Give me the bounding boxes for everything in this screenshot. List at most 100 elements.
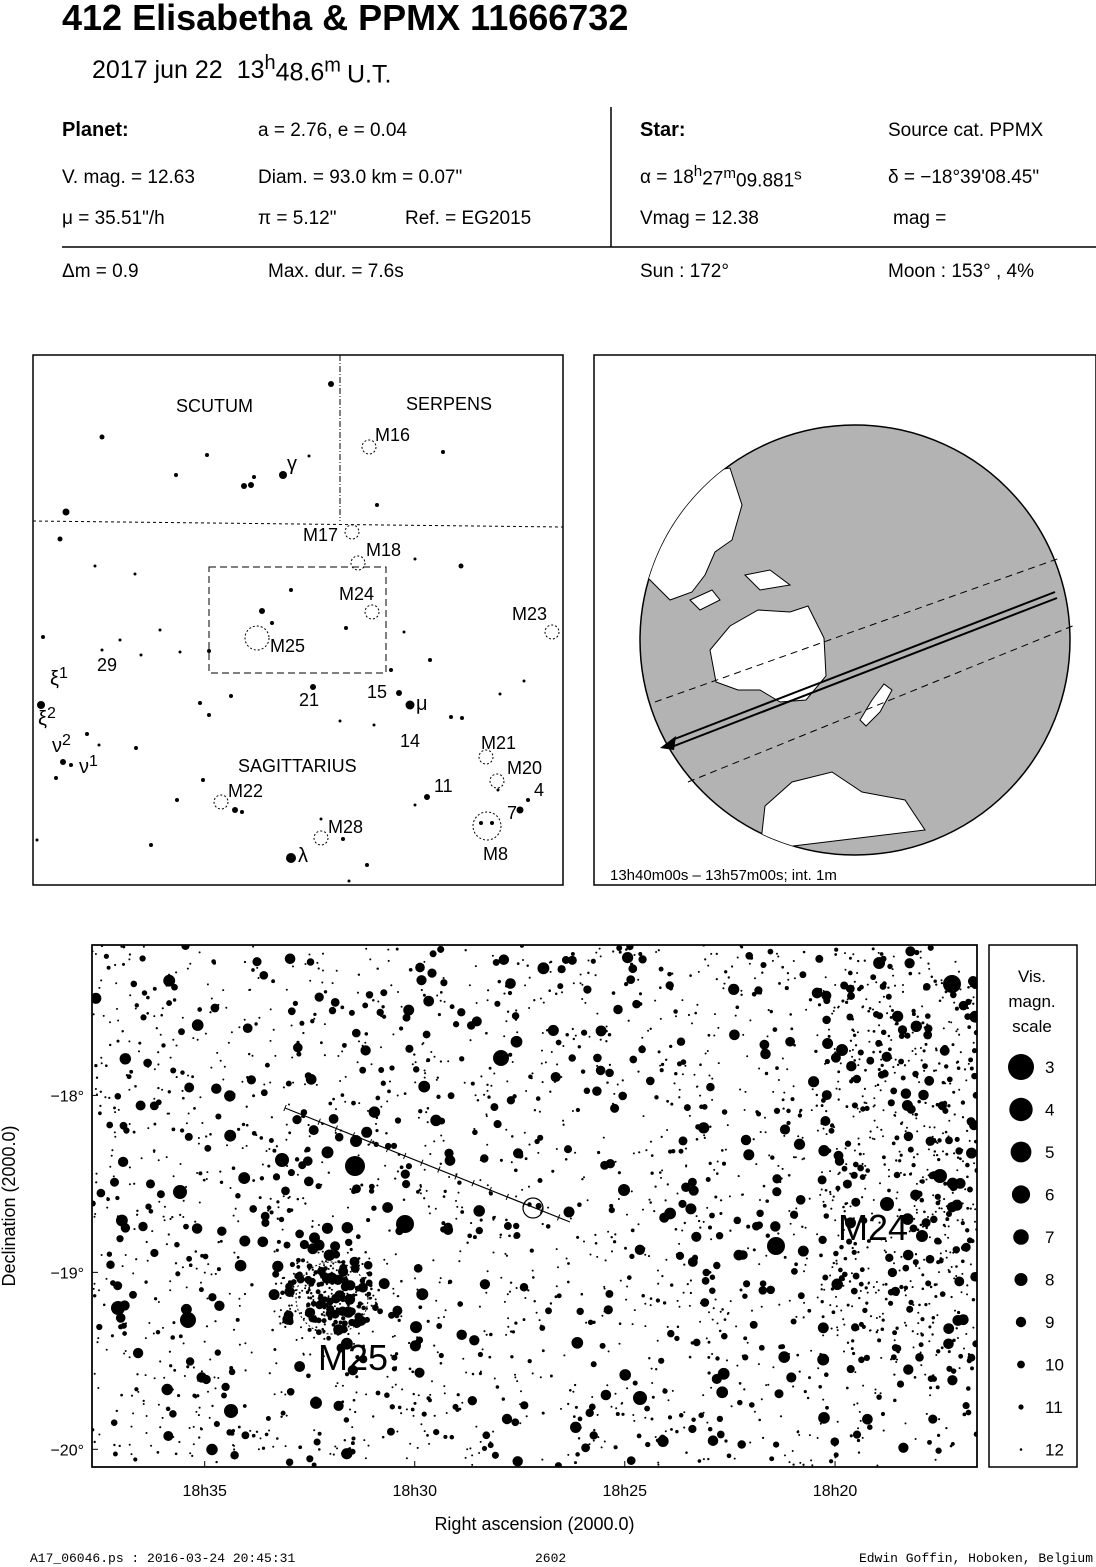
field-star — [157, 1051, 160, 1054]
star-number: 29 — [97, 655, 117, 675]
field-star — [951, 1191, 954, 1194]
field-star — [117, 1108, 120, 1111]
field-star — [526, 964, 529, 967]
field-star — [531, 1269, 534, 1272]
field-star — [881, 1413, 884, 1416]
field-star — [852, 1074, 862, 1084]
star-number: 4 — [534, 780, 544, 800]
field-star — [485, 1115, 488, 1118]
field-star — [443, 1392, 446, 1395]
field-star — [361, 1126, 373, 1138]
field-star — [723, 982, 726, 985]
field-star — [634, 1244, 646, 1255]
field-star — [941, 1080, 945, 1085]
field-star — [943, 1210, 946, 1213]
field-star — [698, 1122, 710, 1134]
field-star — [918, 1342, 924, 1348]
field-star — [876, 1083, 880, 1087]
field-star — [925, 1226, 928, 1230]
field-star — [306, 1261, 309, 1264]
field-star — [330, 1288, 333, 1291]
field-star — [163, 1219, 166, 1222]
text-part: m — [723, 165, 736, 182]
field-star — [317, 1317, 320, 1320]
field-star — [697, 1219, 701, 1223]
field-star — [257, 1448, 260, 1451]
field-star — [258, 1016, 261, 1019]
field-star — [524, 1157, 528, 1161]
field-star — [914, 1047, 917, 1050]
field-star — [673, 1082, 676, 1085]
field-star — [678, 1413, 684, 1418]
field-star — [311, 1462, 317, 1467]
field-star — [752, 1248, 756, 1252]
field-star — [875, 981, 878, 984]
field-star — [627, 1019, 630, 1022]
field-star — [583, 985, 592, 994]
field-star — [841, 1271, 848, 1278]
field-star — [749, 1441, 752, 1444]
field-star — [232, 1328, 236, 1331]
bright-star — [345, 1156, 365, 1176]
field-star — [166, 1000, 173, 1007]
field-star — [537, 1177, 543, 1184]
map-star — [402, 630, 406, 634]
field-star — [938, 1207, 941, 1210]
field-star — [313, 1429, 316, 1432]
field-star — [829, 1274, 832, 1277]
field-star — [368, 1257, 371, 1260]
field-star — [858, 1152, 862, 1156]
field-star — [782, 1107, 785, 1110]
field-star — [891, 1010, 904, 1023]
field-star — [511, 1330, 516, 1334]
field-star — [351, 1293, 356, 1298]
field-star — [629, 1253, 635, 1260]
field-star — [910, 1020, 923, 1033]
field-star — [172, 1175, 175, 1178]
field-star — [515, 1195, 518, 1198]
field-star — [555, 1148, 558, 1150]
field-star — [894, 1023, 897, 1026]
field-star — [758, 1344, 765, 1351]
map-star — [178, 650, 182, 654]
field-star — [150, 1444, 153, 1447]
field-star — [571, 1336, 584, 1349]
field-star — [376, 1008, 384, 1017]
field-star — [788, 1299, 791, 1302]
field-star — [864, 1164, 867, 1167]
field-star — [217, 1240, 220, 1244]
field-star — [420, 1423, 423, 1426]
field-star — [355, 1354, 360, 1360]
field-star — [927, 1375, 935, 1383]
sun: Sun : 172° — [640, 261, 729, 282]
field-star — [134, 1003, 139, 1008]
field-star — [825, 1405, 829, 1410]
field-star — [455, 1199, 457, 1202]
field-star — [467, 1396, 477, 1406]
field-star — [859, 1267, 865, 1273]
field-star — [372, 1294, 375, 1297]
field-star — [581, 1443, 591, 1453]
field-star — [230, 1431, 235, 1436]
field-star — [960, 1259, 965, 1264]
field-star — [483, 1093, 486, 1096]
field-star — [185, 1357, 195, 1366]
map-star — [41, 635, 45, 639]
field-star — [541, 1049, 543, 1052]
field-star — [329, 1452, 332, 1455]
field-star — [882, 1109, 885, 1112]
field-star — [952, 1090, 956, 1094]
field-star — [118, 1324, 124, 1330]
object-marker — [489, 773, 505, 789]
field-star — [617, 1197, 620, 1201]
field-star — [914, 1053, 917, 1056]
field-star — [332, 1453, 335, 1456]
field-star — [114, 1111, 117, 1114]
field-star — [386, 1427, 395, 1436]
field-star — [338, 1320, 343, 1325]
field-star — [903, 1064, 907, 1067]
field-star — [864, 1187, 867, 1190]
map-star — [413, 803, 417, 807]
field-star — [711, 1352, 714, 1356]
field-star — [343, 1438, 347, 1442]
